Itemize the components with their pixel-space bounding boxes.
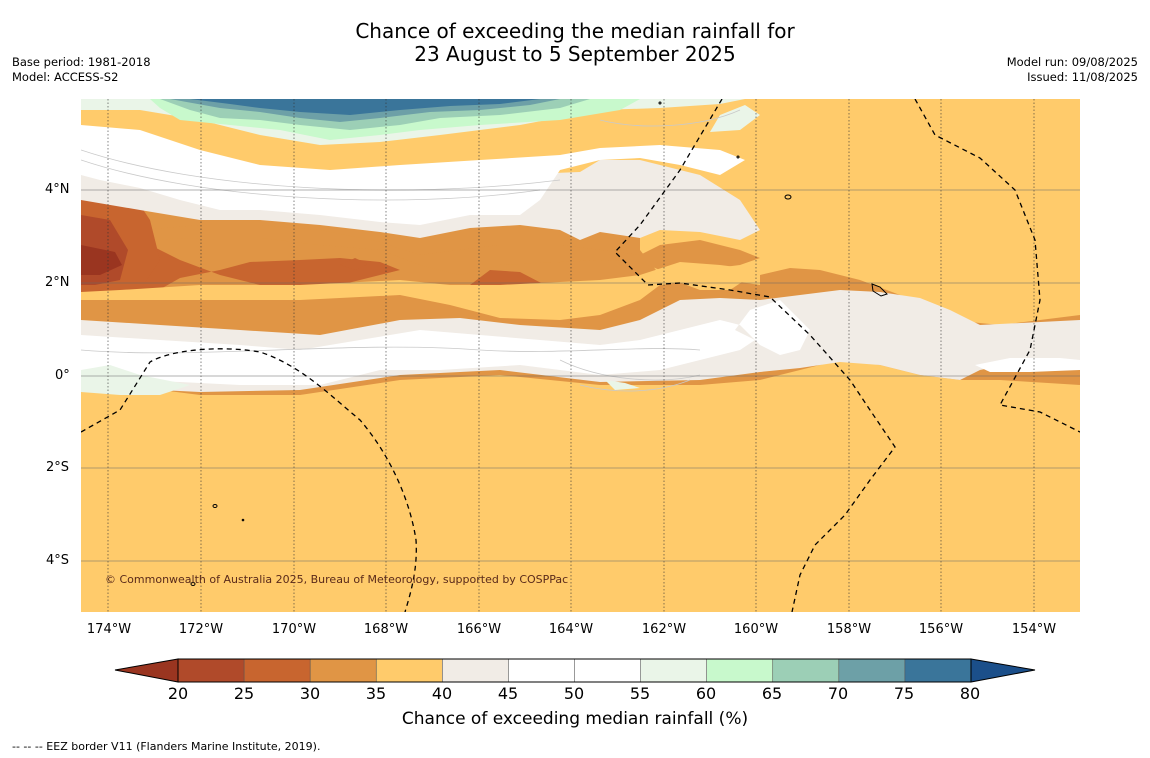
colorbar-cell	[640, 659, 708, 682]
lat-label-2n: 2°N	[45, 275, 70, 290]
contour-40-45	[81, 99, 1080, 612]
colorbar-cell	[508, 659, 575, 682]
colorbar-tick: 55	[629, 684, 651, 703]
islands	[190, 101, 888, 586]
lon-label-168w: 168°W	[363, 622, 409, 637]
colorbar-tick: 25	[233, 684, 255, 703]
contour-lines	[81, 109, 741, 392]
run-info: Model run: 09/08/2025 Issued: 11/08/2025	[1007, 55, 1138, 85]
map-contours	[81, 99, 1080, 612]
contour-75-80	[190, 99, 540, 115]
lon-label-162w: 162°W	[641, 622, 687, 637]
lon-label-160w: 160°W	[733, 622, 779, 637]
colorbar-cell	[706, 659, 774, 682]
colorbar-cell	[244, 659, 311, 682]
lat-label-4n: 4°N	[45, 182, 70, 197]
colorbar-cell	[838, 659, 906, 682]
lon-label-172w: 172°W	[178, 622, 224, 637]
colorbar-tick: 45	[497, 684, 519, 703]
colorbar-tick: 70	[827, 684, 849, 703]
lon-label-170w: 170°W	[271, 622, 317, 637]
colorbar-cell	[904, 659, 972, 682]
colorbar	[114, 658, 1036, 683]
colorbar-cell	[178, 659, 245, 682]
model-name: Model: ACCESS-S2	[12, 70, 119, 84]
colorbar-title: Chance of exceeding median rainfall (%)	[401, 709, 749, 729]
colorbar-tick: 40	[431, 684, 453, 703]
lon-label-166w: 166°W	[456, 622, 502, 637]
eez-footnote: -- -- -- EEZ border V11 (Flanders Marine…	[12, 740, 321, 753]
contour-50-55-east	[975, 358, 1080, 372]
model-run: Model run: 09/08/2025	[1006, 55, 1138, 69]
colorbar-cell	[310, 659, 377, 682]
contour-20-25-west	[81, 245, 122, 275]
colorbar-tick: 30	[299, 684, 321, 703]
contour-50-55-north	[81, 125, 745, 225]
contour-35-40-band	[81, 225, 760, 275]
colorbar-tick: 50	[563, 684, 585, 703]
map-title-line2: 23 August to 5 September 2025	[414, 42, 736, 66]
colorbar-cell	[376, 659, 443, 682]
lon-label-164w: 164°W	[548, 622, 594, 637]
colorbar-tick: 65	[761, 684, 783, 703]
lon-label-174w: 174°W	[86, 622, 132, 637]
issued-date: Issued: 11/08/2025	[1027, 70, 1138, 84]
base-info: Base period: 1981-2018 Model: ACCESS-S2	[12, 55, 151, 85]
graticule-lines	[107, 99, 1035, 612]
colorbar-cell	[772, 659, 840, 682]
colorbar-tick: 35	[365, 684, 387, 703]
lat-label-0: 0°	[55, 368, 70, 383]
contour-40-45-band	[81, 262, 760, 320]
colorbar-cell	[442, 659, 509, 682]
lat-label-4s: 4°S	[46, 553, 70, 568]
latitude-lines	[81, 189, 1080, 562]
lon-label-156w: 156°W	[918, 622, 964, 637]
lon-label-154w: 154°W	[1011, 622, 1057, 637]
colorbar-cell	[574, 659, 642, 682]
contour-50-55-equator	[81, 300, 810, 385]
colorbar-tick: 80	[959, 684, 981, 703]
colorbar-tick: 60	[695, 684, 717, 703]
colorbar-high-arrow	[970, 658, 1036, 683]
copyright-notice: © Commonwealth of Australia 2025, Bureau…	[105, 573, 569, 586]
colorbar-tick: 75	[893, 684, 915, 703]
base-period: Base period: 1981-2018	[12, 55, 151, 69]
lon-label-158w: 158°W	[826, 622, 872, 637]
colorbar-low-arrow	[114, 658, 179, 683]
contour-30-35-dot	[340, 258, 368, 270]
eez-borders	[81, 99, 1080, 612]
map-title-line1: Chance of exceeding the median rainfall …	[355, 19, 795, 43]
lat-label-2s: 2°S	[46, 460, 70, 475]
colorbar-tick: 20	[167, 684, 189, 703]
